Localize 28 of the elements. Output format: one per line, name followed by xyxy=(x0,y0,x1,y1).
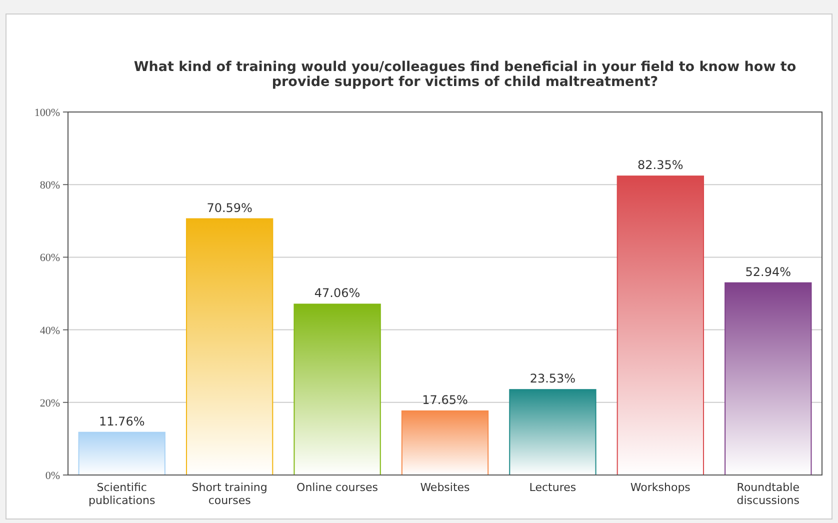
data-label: 52.94% xyxy=(745,264,792,279)
y-tick-label: 40% xyxy=(40,324,60,337)
x-tick-label: Lectures xyxy=(529,481,576,494)
x-tick-label: Websites xyxy=(420,481,470,494)
x-tick-label: Roundtable discussions xyxy=(736,481,800,507)
data-label: 23.53% xyxy=(530,372,576,386)
x-tick-label: Short training courses xyxy=(192,481,268,507)
bar xyxy=(186,218,274,476)
bar xyxy=(509,389,596,476)
y-tick-label: 100% xyxy=(34,107,60,119)
data-label: 17.65% xyxy=(422,392,468,407)
bar xyxy=(294,304,381,476)
y-tick-label: 20% xyxy=(40,397,60,410)
data-label: 82.35% xyxy=(638,158,684,172)
x-tick-label: Workshops xyxy=(630,481,691,494)
data-label: 70.59% xyxy=(206,200,252,215)
bar xyxy=(724,282,812,476)
bar xyxy=(78,432,166,476)
y-tick-label: 60% xyxy=(40,252,60,264)
x-tick-label: Online courses xyxy=(296,481,378,494)
bar xyxy=(616,176,704,476)
data-label: 11.76% xyxy=(98,414,145,428)
chart-title: What kind of training would you/colleagues find beneficial in your field to know how to provide support for victims of child maltreatment? xyxy=(134,59,796,90)
bar xyxy=(401,410,489,476)
data-label: 47.06% xyxy=(314,286,360,300)
x-tick-label: Scientific publications xyxy=(88,481,156,507)
y-tick-label: 0% xyxy=(45,470,60,482)
y-tick-label: 80% xyxy=(40,180,60,192)
